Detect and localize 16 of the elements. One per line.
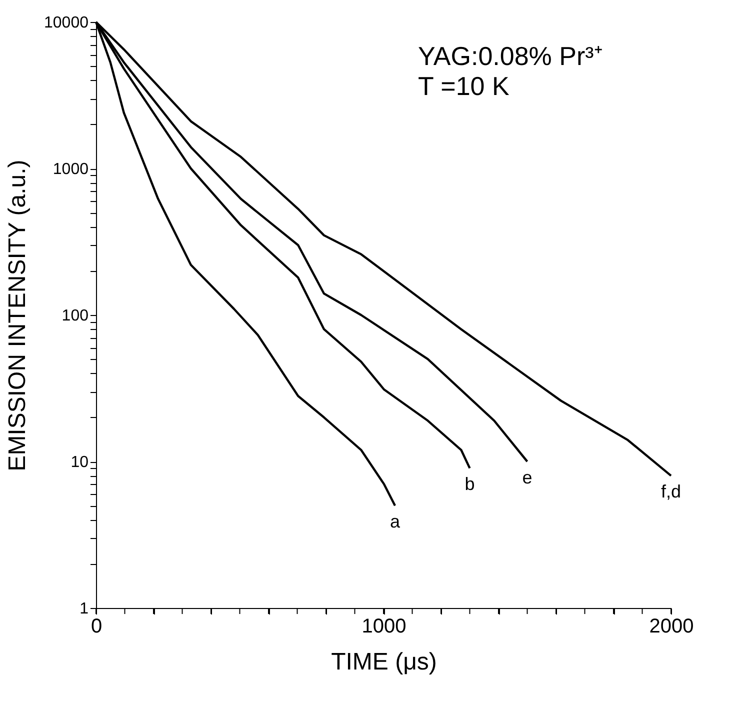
series-label: e bbox=[522, 468, 532, 488]
x-tick-label: 2000 bbox=[649, 616, 694, 638]
y-axis-title: EMISSION INTENSITY (a.u.) bbox=[4, 160, 32, 472]
y-tick-label: 1000 bbox=[52, 161, 89, 178]
series-label: a bbox=[390, 512, 401, 532]
annotation: T =10 K bbox=[418, 71, 510, 101]
series-label: b bbox=[464, 474, 475, 494]
annotation: YAG:0.08% Pr³⁺ bbox=[418, 41, 603, 71]
y-tick-label: 1 bbox=[80, 600, 89, 618]
x-tick-label: 0 bbox=[90, 616, 102, 638]
y-tick-label: 10 bbox=[70, 454, 89, 471]
y-tick-label: 100 bbox=[62, 308, 89, 324]
x-axis-title: TIME (μs) bbox=[331, 648, 437, 676]
x-tick-label: 1000 bbox=[362, 616, 406, 638]
series-label: f,d bbox=[660, 482, 682, 502]
y-tick-label: 10000 bbox=[44, 14, 89, 32]
